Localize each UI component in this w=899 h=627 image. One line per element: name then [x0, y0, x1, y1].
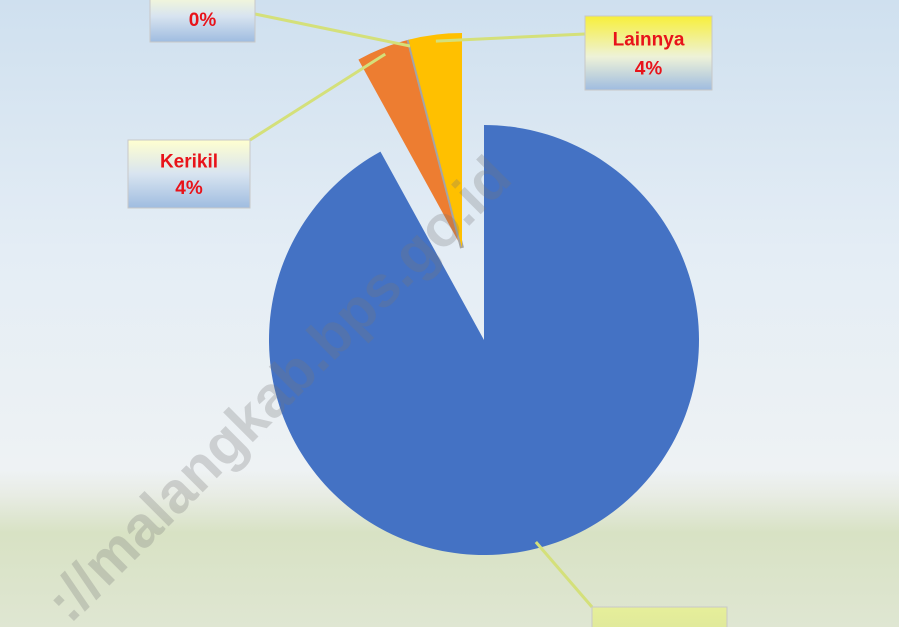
category-label: Lainnya: [613, 29, 685, 50]
label-box: [592, 607, 727, 627]
leader-line: [250, 54, 385, 140]
value-label: 4%: [175, 178, 203, 199]
leader-line: [536, 542, 592, 607]
page: Kerikil4%0%Lainnya4%://malangkab.bps.go.…: [0, 0, 899, 627]
chart: Kerikil4%0%Lainnya4%://malangkab.bps.go.…: [0, 0, 899, 627]
value-label: 4%: [635, 58, 663, 79]
value-label: 0%: [189, 10, 217, 31]
leader-line: [255, 14, 410, 46]
category-label: Kerikil: [160, 151, 218, 172]
